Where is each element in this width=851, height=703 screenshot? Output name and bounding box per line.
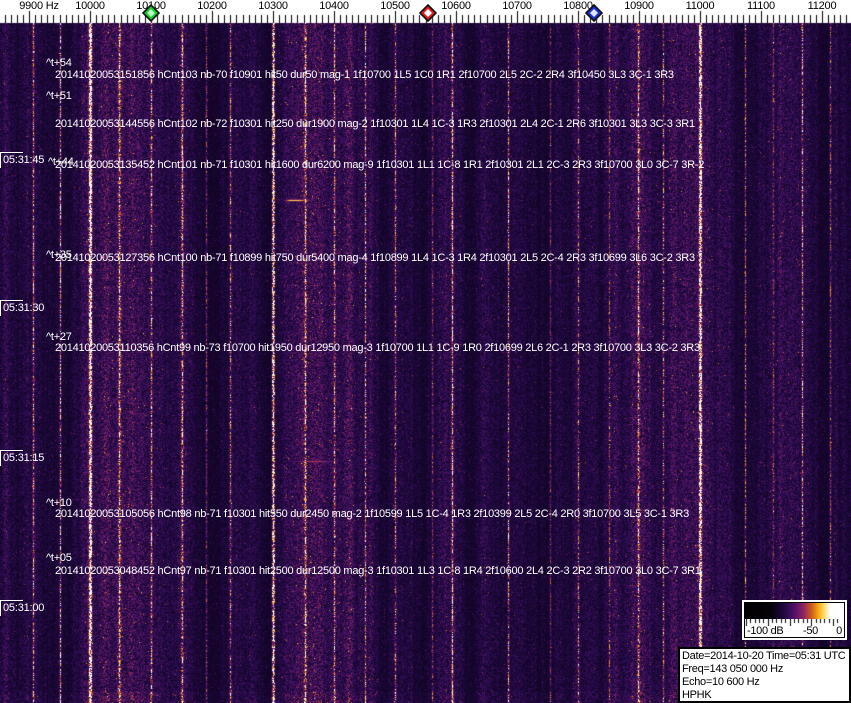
- info-callsign: HPHK: [682, 689, 712, 701]
- event-time-offset-label: ^t+51: [46, 90, 72, 102]
- axis-tick-label: 11100: [747, 0, 775, 12]
- detection-log-line: 20141020053127356 hCnt100 nb-71 f10899 h…: [55, 252, 695, 264]
- red-diamond-marker[interactable]: [418, 3, 438, 23]
- axis-tick-label: 10700: [502, 0, 532, 12]
- axis-tick-label: 10000: [75, 0, 105, 12]
- detection-log-line: 20141020053048452 hCnt97 nb-71 f10301 hi…: [55, 565, 701, 577]
- db-colorbar: -100 dB -50 0: [742, 600, 847, 640]
- db-ruler: -100 dB -50 0: [745, 619, 844, 637]
- axis-tick-label: 10300: [258, 0, 288, 12]
- green-diamond-marker[interactable]: [141, 3, 161, 23]
- station-info-box: Date=2014-10-20 Time=05:31 UTC Freq=143 …: [678, 647, 851, 703]
- info-frequency: Freq=143 050 000 Hz: [682, 663, 784, 675]
- db-color-gradient: [745, 603, 844, 619]
- axis-tick-label: 10800: [563, 0, 593, 12]
- db-ruler-ticks: [745, 619, 842, 626]
- time-tick-label: 05:31:15: [3, 452, 45, 464]
- frequency-axis: 9900 Hz100001010010200103001040010500106…: [0, 0, 851, 23]
- event-time-offset-label: ^t+05: [46, 552, 72, 564]
- event-time-offset-label: ^t+27: [46, 331, 72, 343]
- time-tick: 05:31:30: [0, 300, 44, 316]
- axis-tick-label: 9900 Hz: [19, 0, 59, 12]
- time-tick-label: 05:31:00: [3, 602, 45, 614]
- event-time-offset-label: ^t+35: [46, 249, 72, 261]
- event-time-offset-label: ^t+54: [46, 57, 72, 69]
- time-tick: 05:31:45: [0, 152, 44, 168]
- detection-log-line: 20141020053110356 hCnt99 nb-73 f10700 hi…: [55, 342, 700, 354]
- event-time-offset-label: ^t+10: [46, 497, 72, 509]
- db-label-mid: -50: [803, 625, 818, 637]
- detection-log-line: 20141020053135452 hCnt101 nb-71 f10301 h…: [55, 159, 705, 171]
- axis-tick-label: 10200: [197, 0, 227, 12]
- db-colorbar-frame: -100 dB -50 0: [744, 602, 845, 638]
- db-label-max: 0: [836, 625, 842, 637]
- event-time-offset-label: ^t+44: [48, 156, 74, 168]
- time-tick: 05:31:00: [0, 600, 44, 616]
- detection-log-line: 20141020053144556 hCnt102 nb-72 f10301 h…: [55, 118, 695, 130]
- blue-diamond-marker[interactable]: [584, 3, 604, 23]
- axis-tick-label: 10400: [319, 0, 349, 12]
- axis-tick-label: 11000: [685, 0, 715, 12]
- db-label-min: -100 dB: [747, 625, 784, 637]
- time-tick: 05:31:15: [0, 450, 44, 466]
- detection-log-line: 20141020053151856 hCnt103 nb-70 f10901 h…: [55, 69, 674, 81]
- axis-tick-label: 10900: [624, 0, 654, 12]
- axis-tick-label: 11200: [807, 0, 837, 12]
- info-echo-freq: Echo=10 600 Hz: [682, 676, 760, 688]
- axis-tick-label: 10500: [380, 0, 410, 12]
- info-date-time: Date=2014-10-20 Time=05:31 UTC: [682, 650, 846, 662]
- time-tick-label: 05:31:30: [3, 302, 45, 314]
- time-tick-label: 05:31:45: [3, 154, 45, 166]
- detection-log-line: 20141020053105056 hCnt98 nb-71 f10301 hi…: [55, 508, 689, 520]
- axis-tick-label: 10600: [441, 0, 471, 12]
